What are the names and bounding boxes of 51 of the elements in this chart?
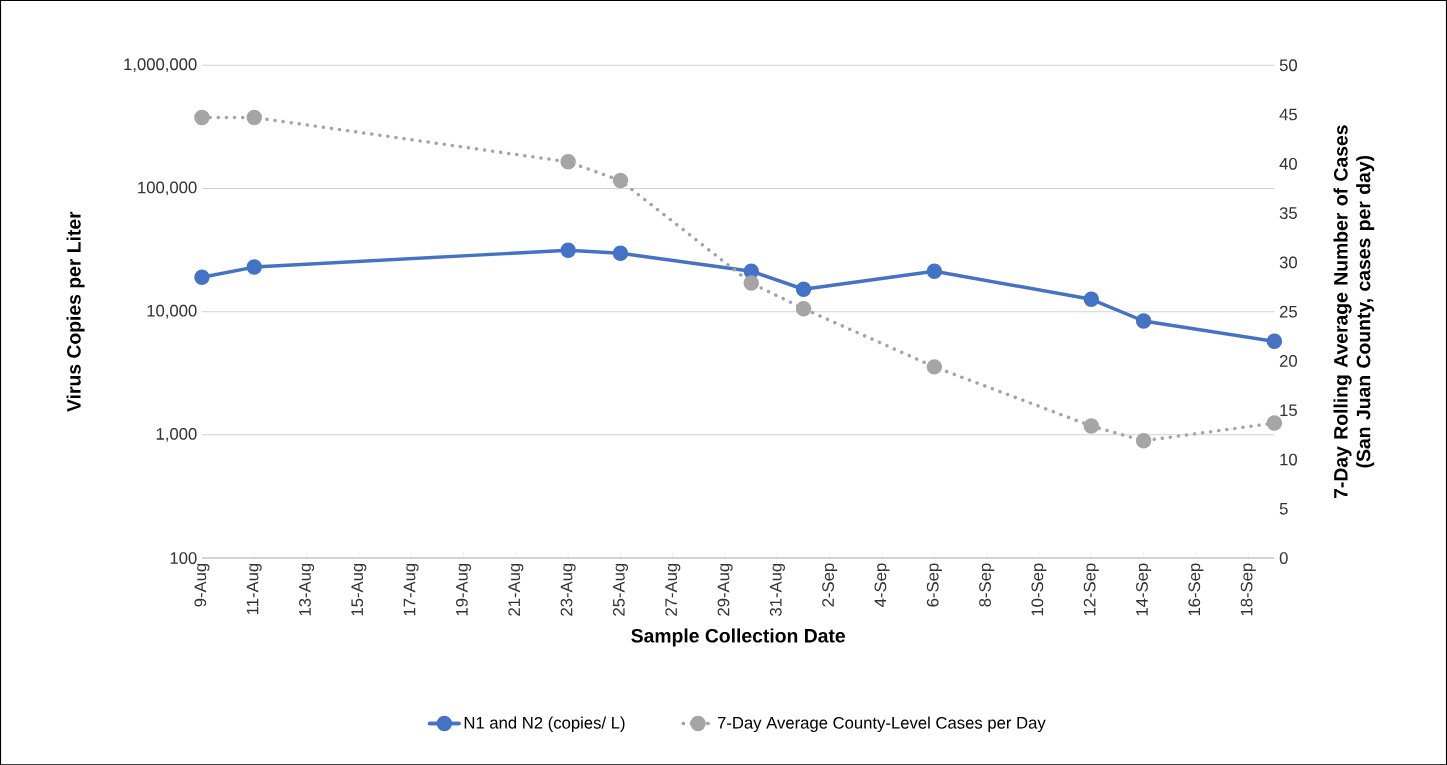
point [246,259,263,275]
x-tick-label: 9-Aug [194,563,210,607]
point [1266,333,1283,349]
x-tick-label: 2-Sep [822,563,838,607]
x-tick-label: 19-Aug [455,563,472,616]
legend-label: 7-Day Average County-Level Cases per Day [717,716,1046,732]
point [194,269,210,285]
y2-tick-label: 25 [1279,305,1297,318]
point [612,245,629,261]
x-tick-label: 12-Sep [1083,563,1099,616]
x-tick-label: 18-Sep [1240,563,1256,616]
y-tick-label: 100,000 [138,181,197,196]
point [1135,313,1152,329]
point [926,263,943,279]
y-axis-title: Virus Copies per Liter [66,211,85,412]
x-tick-label: 16-Sep [1188,563,1204,616]
x-tick-label: 31-Aug [769,563,785,616]
x-tick-label: 6-Sep [926,563,942,607]
y2-tick-label: 50 [1279,59,1297,71]
point [795,281,812,297]
y-tick-label: 10,000 [147,304,197,319]
x-tick-label: 25-Aug [612,563,629,616]
x-tick-label: 21-Aug [508,563,524,616]
y-tick-label: 100 [170,552,197,564]
y2-tick-label: 5 [1279,502,1288,515]
x-axis-title: Sample Collection Date [631,628,845,647]
y2-tick-label: 15 [1280,404,1297,416]
y-tick-label: 1,000 [156,427,197,442]
legend-label: N1 and N2 (copies/ L) [464,716,625,732]
x-tick-label: 8-Sep [979,563,995,607]
x-tick-label: 14-Sep [1136,563,1152,616]
y2-tick-label: 40 [1279,157,1297,170]
y2-tick-label: 45 [1279,108,1297,121]
y2-tick-label: 20 [1279,354,1297,367]
x-tick-label: 13-Aug [299,563,315,616]
x-tick-label: 11-Aug [246,563,262,614]
x-tick-label: 15-Aug [351,563,367,616]
x-tick-label: 17-Aug [403,563,419,616]
x-tick-label: 4-Sep [874,563,890,607]
x-tick-label: 29-Aug [717,563,733,616]
x-tick-label: 27-Aug [665,563,681,616]
x-tick-label: 10-Sep [1031,563,1047,616]
y2-tick-label: 35 [1279,207,1297,219]
point [1083,291,1100,307]
y2-tick-label: 30 [1279,256,1297,269]
y-tick-label: 1,000,000 [124,58,197,72]
point [560,242,576,258]
y2-tick-label: 10 [1280,453,1297,466]
x-tick-label: 23-Aug [560,563,576,616]
y2-axis-title: 7-Day Rolling Average Number of Cases (San Juan County, cases per day) [1333,125,1375,498]
y2-tick-label: 0 [1279,552,1288,564]
